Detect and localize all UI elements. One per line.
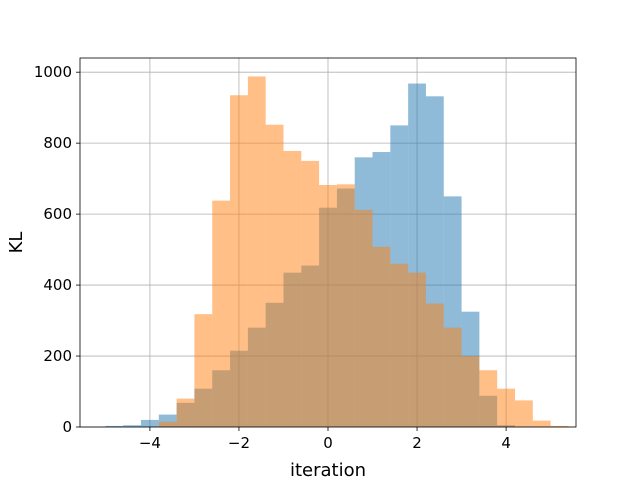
series-2-bar-14	[408, 272, 426, 427]
series-2-bar-3	[212, 200, 231, 427]
series-2-bar-22	[550, 425, 569, 427]
series-2-bar-17	[461, 356, 480, 427]
y-tick-label-4: 800	[43, 134, 72, 152]
series-2-bar-20	[515, 400, 533, 427]
series-2-bar-15	[425, 303, 444, 427]
series-2-bar-16	[443, 327, 462, 427]
series-1-bar-1	[123, 425, 141, 427]
series-2-bars	[158, 76, 569, 428]
series-1-bar-2	[140, 419, 159, 427]
series-2-bar-0	[158, 421, 177, 427]
series-2-bar-5	[247, 76, 266, 427]
x-tick-label-2: 0	[323, 434, 333, 452]
series-2-bar-10	[336, 184, 355, 427]
series-2-bar-8	[301, 160, 320, 427]
x-tick-label-3: 2	[412, 434, 422, 452]
x-tick-label-0: −4	[139, 434, 161, 452]
series-2-bar-19	[497, 388, 516, 427]
y-tick-label-3: 600	[43, 205, 72, 223]
series-2-bar-7	[283, 150, 302, 428]
series-1-bar-0	[105, 425, 124, 427]
x-axis-label: iteration	[290, 460, 366, 480]
series-2-bar-4	[230, 95, 248, 427]
x-tick-label-1: −2	[228, 434, 250, 452]
y-tick-label-1: 200	[43, 347, 72, 365]
series-2-bar-6	[265, 124, 284, 427]
series-2-bar-9	[319, 185, 337, 427]
y-tick-label-0: 0	[62, 418, 72, 436]
series-2-bar-11	[354, 209, 373, 427]
y-axis-label: KL	[6, 232, 27, 254]
y-tick-label-5: 1000	[34, 63, 72, 81]
series-2-bar-13	[390, 263, 409, 427]
series-2-bar-1	[176, 398, 195, 427]
series-2-bar-21	[532, 420, 551, 427]
series-2-bar-2	[194, 314, 213, 427]
series-2-bar-12	[372, 246, 391, 427]
series-2-bar-18	[479, 370, 498, 427]
y-tick-label-2: 400	[43, 276, 72, 294]
axis-ticks: −4 −2 0 2 4 0 200 400 600 800 1000	[34, 63, 511, 452]
x-tick-label-4: 4	[501, 434, 511, 452]
